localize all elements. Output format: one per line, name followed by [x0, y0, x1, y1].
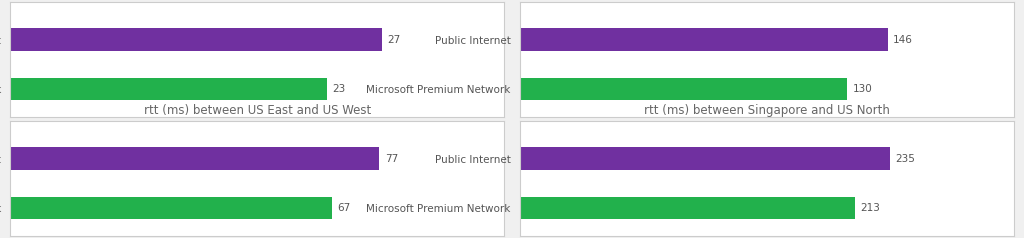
Text: 130: 130 — [853, 84, 872, 94]
Text: 27: 27 — [388, 35, 401, 45]
Bar — [519, 29, 888, 51]
Text: 213: 213 — [860, 203, 881, 213]
Text: 77: 77 — [385, 154, 398, 164]
Text: 23: 23 — [333, 84, 346, 94]
Bar — [519, 148, 890, 170]
Text: 146: 146 — [893, 35, 912, 45]
Title: rtt (ms) between US East and US West: rtt (ms) between US East and US West — [143, 104, 371, 117]
Bar — [10, 78, 328, 100]
Bar — [10, 29, 382, 51]
Bar — [519, 197, 855, 219]
Title: rtt (ms) between Singapore and US North: rtt (ms) between Singapore and US North — [644, 104, 890, 117]
Bar — [10, 197, 332, 219]
Bar — [10, 148, 380, 170]
Bar — [519, 78, 848, 100]
Text: 235: 235 — [895, 154, 915, 164]
Text: 67: 67 — [337, 203, 350, 213]
